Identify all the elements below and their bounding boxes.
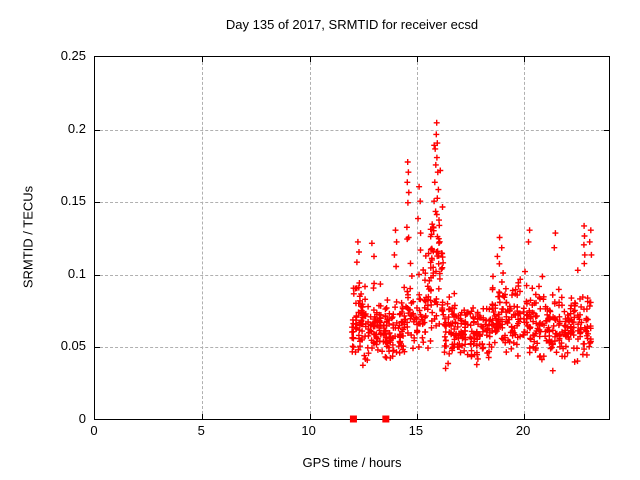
x-tick-bottom	[309, 414, 311, 419]
y-tick-label: 0.2	[67, 120, 86, 136]
y-gridline	[95, 129, 609, 131]
x-tick-label: 15	[408, 423, 424, 438]
data-points-layer	[349, 119, 595, 423]
y-gridline	[95, 274, 609, 276]
x-tick-label: 10	[301, 423, 316, 438]
x-tick-top	[416, 57, 418, 62]
y-tick-label: 0.05	[60, 338, 86, 354]
x-gridline	[202, 57, 204, 419]
y-tick-left	[95, 347, 100, 349]
y-tick-right	[604, 347, 609, 349]
x-gridline	[309, 57, 311, 419]
baseline-square-marker	[349, 415, 357, 423]
chart-title: Day 135 of 2017, SRMTID for receiver ecs…	[225, 17, 479, 32]
y-tick-right	[604, 202, 609, 204]
x-tick-top	[202, 57, 204, 62]
baseline-square-marker	[382, 415, 390, 423]
x-tick-top	[524, 57, 526, 62]
y-tick-label: 0.15	[60, 193, 86, 209]
x-tick-bottom	[202, 414, 204, 419]
y-tick-label: 0	[78, 411, 86, 426]
x-tick-label: 5	[197, 423, 205, 438]
scatter-points	[349, 119, 595, 374]
x-gridline	[524, 57, 526, 419]
y-tick-left	[95, 274, 100, 276]
y-gridline	[95, 202, 609, 204]
y-tick-right	[604, 129, 609, 131]
y-axis-label: SRMTID / TECUs	[20, 185, 36, 289]
x-gridline	[416, 57, 418, 419]
y-tick-label: 0.1	[67, 265, 86, 281]
x-tick-label: 20	[515, 423, 531, 438]
x-tick-bottom	[524, 414, 526, 419]
x-tick-label: 0	[90, 423, 98, 438]
y-tick-right	[604, 274, 609, 276]
plot-area	[94, 56, 610, 423]
x-tick-bottom	[416, 414, 418, 419]
x-axis-label: GPS time / hours	[302, 455, 402, 470]
y-tick-left	[95, 202, 100, 204]
y-tick-left	[95, 129, 100, 131]
x-tick-top	[309, 57, 311, 62]
y-tick-label: 0.25	[60, 48, 86, 63]
